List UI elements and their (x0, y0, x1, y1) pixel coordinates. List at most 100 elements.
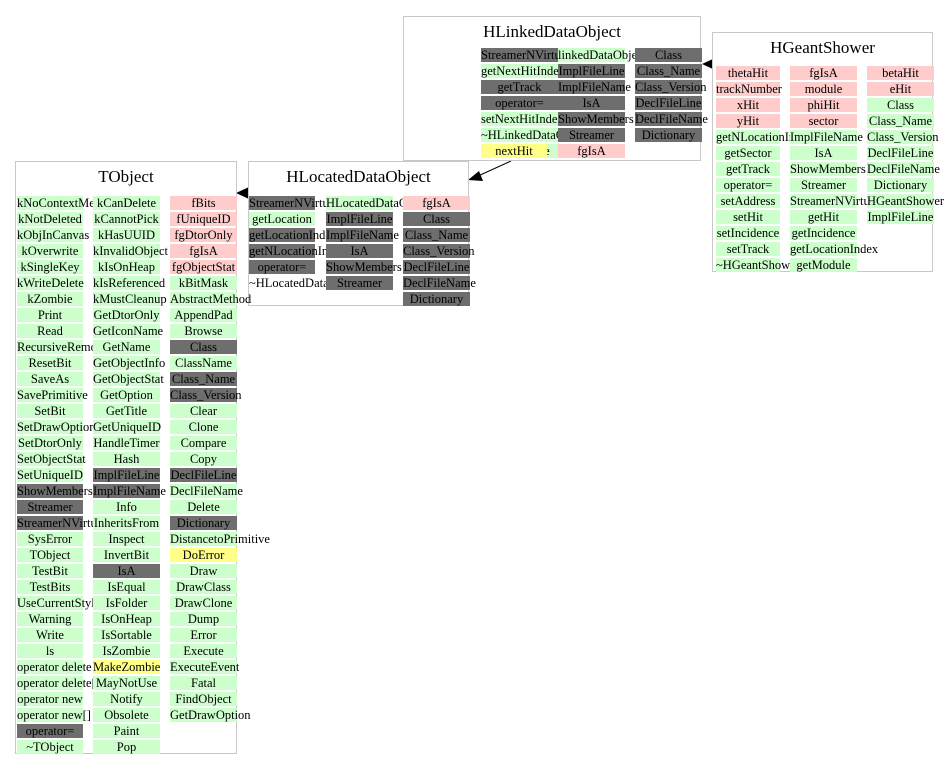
class-member: IsA (558, 96, 625, 110)
class-member-label: IsFolder (105, 596, 148, 610)
class-member-label: trackNumber (716, 82, 782, 96)
class-member: DrawClass (170, 580, 237, 594)
class-member: IsOnHeap (93, 612, 160, 626)
class-member: fUniqueID (170, 212, 237, 226)
class-member: kWriteDelete (17, 276, 84, 290)
class-member: getLocationIndex (790, 242, 878, 256)
class-member: Clear (170, 404, 237, 418)
class-member: setAddress (716, 194, 780, 208)
class-member-label: DrawClone (174, 596, 233, 610)
class-member: getSector (716, 146, 780, 160)
class-member: kCannotPick (93, 212, 160, 226)
class-member-label: SetDrawOption (17, 420, 96, 434)
class-member: kSingleKey (17, 260, 83, 274)
class-member-label: Warning (28, 612, 72, 626)
class-member: Class_Version (635, 80, 707, 94)
class-member: SysError (17, 532, 83, 546)
class-member-label: operator new (17, 692, 83, 706)
class-member-label: linkedDataObject (558, 48, 647, 62)
class-member-label: HandleTimer (93, 436, 160, 450)
class-member-label: SysError (27, 532, 73, 546)
class-member: GetTitle (93, 404, 160, 418)
class-member: module (790, 82, 857, 96)
class-member: kIsOnHeap (93, 260, 160, 274)
class-member-label: thetaHit (727, 66, 769, 80)
class-member-label: Pop (116, 740, 137, 754)
class-member: Class_Name (403, 228, 470, 242)
class-box-hgeantshower: HGeantShower thetaHit trackNumber xHit yHit… (712, 32, 944, 272)
class-member-label: fgIsA (577, 144, 606, 158)
class-member-label: fUniqueID (176, 212, 231, 226)
class-member: Write (17, 628, 83, 642)
class-member-label: fgIsA (809, 66, 838, 80)
class-member-label: IsA (350, 244, 369, 258)
class-member-label: kSingleKey (20, 260, 80, 274)
class-member: Execute (170, 644, 237, 658)
class-member: GetOption (93, 388, 160, 402)
class-member-label: GetName (102, 340, 151, 354)
class-member-label: MakeZombie (93, 660, 161, 674)
class-member: ~HLocatedDataObject (249, 276, 362, 290)
class-member-label: Streamer (568, 128, 615, 142)
class-member: ImplFileName (558, 80, 631, 94)
class-member: trackNumber (716, 82, 782, 96)
class-member-label: SetUniqueID (17, 468, 83, 482)
class-member-label: Streamer (800, 178, 847, 192)
class-member: DeclFileLine (635, 96, 702, 110)
class-member-label: GetDtorOnly (93, 308, 160, 322)
class-member-label: DeclFileName (635, 112, 708, 126)
class-member-label: Compare (180, 436, 227, 450)
class-member-label: kCanDelete (96, 196, 156, 210)
class-member: Streamer (326, 276, 393, 290)
class-member-label: StreamerNVirtual (249, 196, 338, 210)
class-member: DistancetoPrimitive (170, 532, 270, 546)
class-member: Print (17, 308, 83, 322)
class-member: ShowMembers (326, 260, 402, 274)
arrowhead-hgeant-to-hlinked (702, 58, 715, 70)
class-member: operator= (249, 260, 315, 274)
class-member: kIsReferenced (93, 276, 165, 290)
class-member-label: IsSortable (101, 628, 152, 642)
class-member-label: kObjInCanvas (17, 228, 90, 242)
class-member: TestBits (17, 580, 83, 594)
class-member: sector (790, 114, 857, 128)
class-member: kMustCleanup (93, 292, 167, 306)
class-member: StreamerNVirtual (249, 196, 338, 210)
class-member: Notify (93, 692, 160, 706)
class-member: DrawClone (170, 596, 237, 610)
class-member: ~HLinkedDataObject (481, 128, 589, 142)
class-member: ~HGeantShower (716, 258, 800, 272)
class-member-label: DeclFileLine (867, 146, 934, 160)
class-member-label: xHit (736, 98, 760, 112)
class-member-label: Draw (189, 564, 218, 578)
class-member-label: DeclFileName (170, 484, 243, 498)
class-member: fgDtorOnly (170, 228, 237, 242)
class-member: Error (170, 628, 237, 642)
class-member-label: getTrack (497, 80, 542, 94)
class-member: GetObjectInfo (93, 356, 165, 370)
class-member-label: operator delete (17, 660, 92, 674)
class-member-label: fgDtorOnly (174, 228, 233, 242)
class-member: Dictionary (867, 178, 934, 192)
class-member-label: ClassName (175, 356, 232, 370)
class-member-label: kNotDeleted (18, 212, 82, 226)
class-member: ShowMembers (17, 484, 93, 498)
class-member-label: ImplFileName (93, 484, 166, 498)
class-member-label: setIncidence (716, 226, 780, 240)
class-member-label: RecursiveRemove (17, 340, 109, 354)
class-member-label: getHit (807, 210, 840, 224)
class-member-label: ImplFileLine (326, 212, 393, 226)
class-member-label: DrawClass (176, 580, 231, 594)
class-member: Warning (17, 612, 83, 626)
class-member: ImplFileLine (558, 64, 625, 78)
class-member: MakeZombie (93, 660, 160, 674)
class-member: getTrack (481, 80, 558, 94)
class-member-label: Dictionary (873, 178, 928, 192)
class-member-label: kOverwrite (21, 244, 79, 258)
class-member-label: StreamerNVirtual (790, 194, 879, 208)
class-member: DeclFileName (867, 162, 940, 176)
class-member-label: kNoContextMenu (17, 196, 108, 210)
class-member: fgObjectStat (170, 260, 237, 274)
class-member: setIncidence (716, 226, 780, 240)
class-member-label: Read (37, 324, 63, 338)
